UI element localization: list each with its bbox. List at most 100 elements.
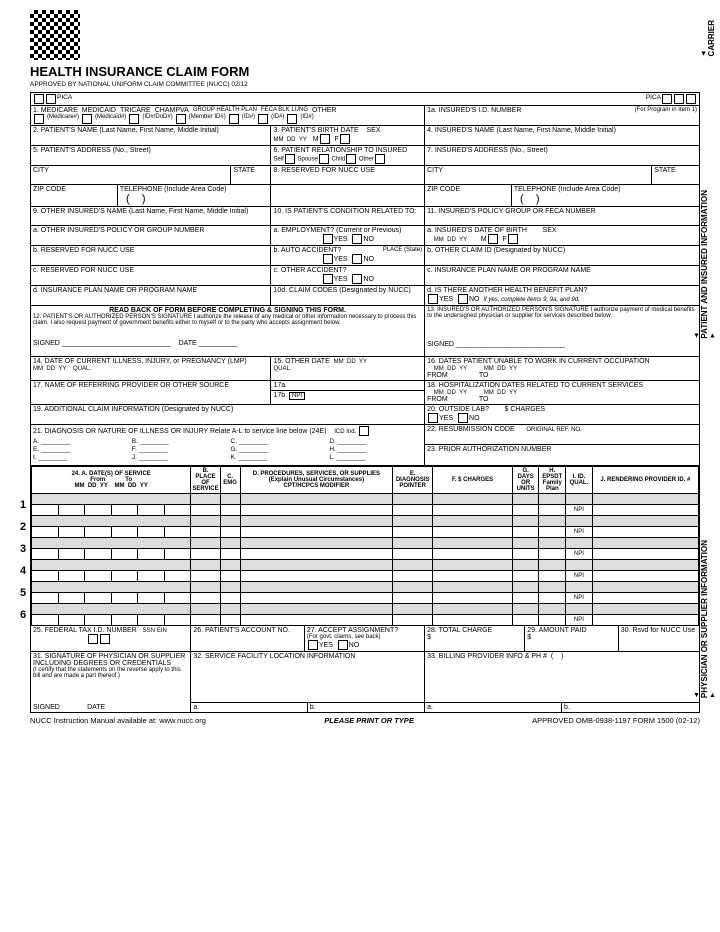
signed-label-13: SIGNED (427, 341, 454, 348)
insured-name-label: 4. INSURED'S NAME (Last Name, First Name… (425, 126, 699, 145)
carrier-label: CARRIER (700, 20, 716, 56)
box29-label: 29. AMOUNT PAID (527, 627, 586, 634)
emp-yes-checkbox[interactable] (323, 234, 333, 244)
insured-dob-label: a. INSURED'S DATE OF BIRTH (427, 227, 527, 234)
pica-checkbox-right[interactable] (662, 94, 672, 104)
box17b-label: 17b. (273, 392, 287, 399)
readback-label: READ BACK OF FORM BEFORE COMPLETING & SI… (33, 307, 422, 314)
othacc-no-checkbox[interactable] (352, 274, 362, 284)
box17a-label: 17a. (273, 382, 287, 389)
pica-label-left: PICA (57, 94, 72, 104)
box18-label: 18. HOSPITALIZATION DATES RELATED TO CUR… (427, 382, 697, 389)
diagnosis-field: K. ________ (231, 454, 324, 461)
diagnosis-field: A. ________ (33, 438, 126, 445)
medicaid-checkbox[interactable] (82, 114, 92, 124)
rel-child-checkbox[interactable] (346, 154, 356, 164)
pica-checkbox-left[interactable] (34, 94, 44, 104)
assign-no-checkbox[interactable] (338, 640, 348, 650)
box22-label: 22. RESUBMISSION CODE (427, 426, 515, 433)
diagnosis-field: L. ________ (329, 454, 422, 461)
box15-label: 15. OTHER DATE (273, 358, 329, 365)
box10d-label: 10d. CLAIM CODES (Designated by NUCC) (271, 286, 425, 305)
patient-phone-label: TELEPHONE (Include Area Code) (120, 186, 227, 193)
benefit-no-checkbox[interactable] (458, 294, 468, 304)
rel-spouse-checkbox[interactable] (319, 154, 329, 164)
ins-sex-f-checkbox[interactable] (508, 234, 518, 244)
box12-text: 12. PATIENT'S OR AUTHORIZED PERSON'S SIG… (33, 314, 422, 326)
footer-right: APPROVED OMB-0938-1197 FORM 1500 (02-12) (532, 716, 700, 725)
box17-label: 17. NAME OF REFERRING PROVIDER OR OTHER … (31, 381, 271, 404)
medicaid-label: MEDICAID (82, 107, 116, 114)
relationship-label: 6. PATIENT RELATIONSHIP TO INSURED (273, 147, 422, 154)
box9d-label: d. INSURANCE PLAN NAME OR PROGRAM NAME (31, 286, 271, 305)
othacc-yes-checkbox[interactable] (323, 274, 333, 284)
auto-yes-checkbox[interactable] (323, 254, 333, 264)
box23-label: 23. PRIOR AUTHORIZATION NUMBER (425, 445, 699, 465)
signed-label-12: SIGNED (33, 340, 60, 347)
medicare-label: MEDICARE (41, 107, 78, 114)
patient-name-label: 2. PATIENT'S NAME (Last Name, First Name… (31, 126, 271, 145)
diagnosis-field: I. ________ (33, 454, 126, 461)
box20-label: 20. OUTSIDE LAB? (427, 406, 489, 413)
grouphp-checkbox[interactable] (229, 114, 239, 124)
box25-label: 25. FEDERAL TAX I.D. NUMBER (33, 627, 137, 634)
patient-city-label: CITY (31, 166, 231, 184)
insured-phone-label: TELEPHONE (Include Area Code) (514, 186, 621, 193)
insured-city-label: CITY (425, 166, 652, 184)
box8-label: 8. RESERVED FOR NUCC USE (271, 166, 425, 184)
lab-no-checkbox[interactable] (458, 413, 468, 423)
footer-mid: PLEASE PRINT OR TYPE (324, 716, 414, 725)
qr-code (30, 10, 80, 60)
diagnosis-field: B. ________ (132, 438, 225, 445)
feca-checkbox[interactable] (258, 114, 268, 124)
employment-label: a. EMPLOYMENT? (Current or Previous) (273, 227, 422, 234)
tricare-checkbox[interactable] (129, 114, 139, 124)
diagnosis-field: H. ________ (329, 446, 422, 453)
tricare-label: TRICARE (120, 107, 151, 114)
sex-f-checkbox[interactable] (340, 134, 350, 144)
insured-id-label: 1a. INSURED'S I.D. NUMBER (427, 107, 521, 114)
box30-label: 30. Rsvd for NUCC Use (619, 626, 699, 651)
box21-label: 21. DIAGNOSIS OR NATURE OF ILLNESS OR IN… (33, 428, 326, 435)
auto-accident-label: b. AUTO ACCIDENT? (273, 247, 341, 254)
box26-label: 26. PATIENT'S ACCOUNT NO. (191, 626, 305, 651)
assign-yes-checkbox[interactable] (308, 640, 318, 650)
sex-m-checkbox[interactable] (320, 134, 330, 144)
insured-state-label: STATE (652, 166, 699, 184)
box27-label: 27. ACCEPT ASSIGNMENT? (307, 627, 422, 634)
group-health-label: GROUP HEALTH PLAN (193, 107, 257, 114)
condition-related-label: 10. IS PATIENT'S CONDITION RELATED TO: (271, 207, 425, 225)
benefit-yes-checkbox[interactable] (428, 294, 438, 304)
box13-text: 13. INSURED'S OR AUTHORIZED PERSON'S SIG… (427, 307, 697, 319)
insured-address-label: 7. INSURED'S ADDRESS (No., Street) (425, 146, 699, 165)
medicare-checkbox[interactable] (34, 114, 44, 124)
box16-label: 16. DATES PATIENT UNABLE TO WORK IN CURR… (427, 358, 697, 365)
patient-address-label: 5. PATIENT'S ADDRESS (No., Street) (31, 146, 271, 165)
box11c-label: c. INSURANCE PLAN NAME OR PROGRAM NAME (425, 266, 699, 285)
ssn-checkbox[interactable] (88, 634, 98, 644)
auto-no-checkbox[interactable] (352, 254, 362, 264)
emp-no-checkbox[interactable] (352, 234, 362, 244)
lab-yes-checkbox[interactable] (428, 413, 438, 423)
ins-sex-m-checkbox[interactable] (488, 234, 498, 244)
other-checkbox[interactable] (287, 114, 297, 124)
box32-label: 32. SERVICE FACILITY LOCATION INFORMATIO… (191, 652, 424, 661)
pica-label-right: PICA (646, 94, 661, 104)
policy-group-label: 11. INSURED'S POLICY GROUP OR FECA NUMBE… (425, 207, 699, 225)
patient-zip-label: ZIP CODE (31, 185, 118, 206)
box9a-label: a. OTHER INSURED'S POLICY OR GROUP NUMBE… (31, 226, 271, 245)
diagnosis-field: F. ________ (132, 446, 225, 453)
form-subtitle: APPROVED BY NATIONAL UNIFORM CLAIM COMMI… (30, 81, 700, 88)
insured-zip-label: ZIP CODE (425, 185, 512, 206)
box9c-label: c. RESERVED FOR NUCC USE (31, 266, 271, 285)
box33-label: 33. BILLING PROVIDER INFO & PH # (427, 653, 547, 660)
ein-checkbox[interactable] (100, 634, 110, 644)
diagnosis-field: G. ________ (231, 446, 324, 453)
rel-other-checkbox[interactable] (375, 154, 385, 164)
diagnosis-field: J. ________ (132, 454, 225, 461)
rel-self-checkbox[interactable] (285, 154, 295, 164)
other-accident-label: c. OTHER ACCIDENT? (273, 267, 422, 274)
claim-form: PICA PICA 1. MEDICARE MEDICAID TRICARE C… (30, 92, 700, 713)
service-table: 24. A. DATE(S) OF SERVICEFrom ToMM DD YY… (31, 466, 699, 626)
champva-checkbox[interactable] (176, 114, 186, 124)
